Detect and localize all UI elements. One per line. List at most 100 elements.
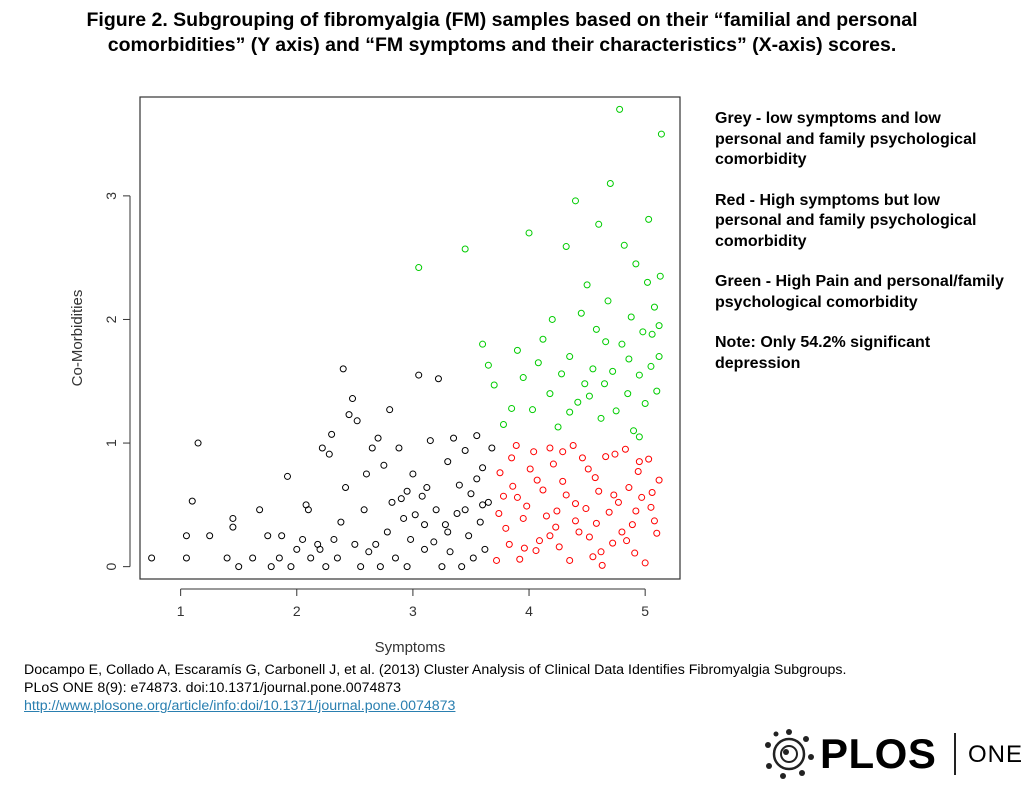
- data-point: [653, 387, 661, 395]
- data-point: [407, 535, 415, 543]
- x-tick-label: 3: [409, 603, 417, 619]
- data-point: [368, 444, 376, 452]
- data-point: [349, 395, 357, 403]
- data-point: [634, 467, 642, 475]
- data-point: [267, 563, 275, 571]
- data-point: [391, 554, 399, 562]
- data-point: [566, 353, 574, 361]
- legend-note: Note: Only 54.2% significant depression: [715, 334, 931, 372]
- data-point: [444, 528, 452, 536]
- data-point: [386, 406, 394, 414]
- data-point: [566, 556, 574, 564]
- citation-line-1: Docampo E, Collado A, Escaramís G, Carbo…: [24, 662, 847, 678]
- data-point: [571, 500, 579, 508]
- data-point: [325, 450, 333, 458]
- data-point: [592, 519, 600, 527]
- data-point: [578, 454, 586, 462]
- data-point: [635, 458, 643, 466]
- data-point: [421, 545, 429, 553]
- legend-green: Green - High Pain and personal/family ps…: [715, 273, 1004, 311]
- x-tick-label: 2: [293, 603, 301, 619]
- data-point: [519, 514, 527, 522]
- data-point: [365, 548, 373, 556]
- data-point: [621, 445, 629, 453]
- data-point: [351, 540, 359, 548]
- data-point: [589, 553, 597, 561]
- data-point: [632, 507, 640, 515]
- logo-divider: [954, 733, 956, 775]
- data-point: [362, 470, 370, 478]
- data-point: [397, 495, 405, 503]
- data-point: [639, 328, 647, 336]
- data-point: [473, 432, 481, 440]
- data-point: [569, 442, 577, 450]
- x-tick-label: 5: [641, 603, 649, 619]
- data-point: [657, 130, 665, 138]
- citation-link[interactable]: http://www.plosone.org/article/info:doi/…: [24, 698, 456, 714]
- data-point: [275, 554, 283, 562]
- data-point: [597, 414, 605, 422]
- data-point: [339, 365, 347, 373]
- data-point: [223, 554, 231, 562]
- x-tick-label: 1: [177, 603, 185, 619]
- data-point: [229, 523, 237, 531]
- data-point: [509, 482, 517, 490]
- y-tick-label: 2: [103, 315, 119, 323]
- data-point: [421, 521, 429, 529]
- data-point: [553, 507, 561, 515]
- data-point: [546, 444, 554, 452]
- data-point: [508, 454, 516, 462]
- data-point: [577, 309, 585, 317]
- data-point: [484, 361, 492, 369]
- data-point: [495, 509, 503, 517]
- data-point: [434, 375, 442, 383]
- data-point: [523, 502, 531, 510]
- data-point: [476, 518, 484, 526]
- data-point: [194, 439, 202, 447]
- data-point: [512, 442, 520, 450]
- data-point: [609, 539, 617, 547]
- data-point: [631, 549, 639, 557]
- data-point: [206, 532, 214, 540]
- data-point: [554, 423, 562, 431]
- data-point: [499, 421, 507, 429]
- data-point: [653, 529, 661, 537]
- x-axis-label: Symptoms: [375, 639, 446, 656]
- data-point: [643, 278, 651, 286]
- data-point: [526, 465, 534, 473]
- plos-logo-icon: [765, 729, 814, 779]
- data-point: [299, 535, 307, 543]
- plot-frame: [139, 96, 681, 580]
- data-point: [555, 543, 563, 551]
- data-point: [374, 434, 382, 442]
- data-point: [479, 340, 487, 348]
- legend-red: Red - High symptoms but low personal and…: [715, 191, 977, 250]
- data-point: [546, 390, 554, 398]
- data-point: [505, 540, 513, 548]
- data-point: [601, 380, 609, 388]
- x-axis: 1 2 3 4 5: [177, 588, 649, 619]
- data-point: [430, 538, 438, 546]
- data-point: [592, 325, 600, 333]
- data-point: [453, 509, 461, 517]
- data-point: [585, 533, 593, 541]
- data-point: [648, 330, 656, 338]
- data-point: [645, 455, 653, 463]
- data-point: [461, 446, 469, 454]
- data-point: [595, 220, 603, 228]
- data-point: [372, 540, 380, 548]
- data-point: [473, 475, 481, 483]
- figure-title-line-2: comorbidities” (Y axis) and “FM symptoms…: [107, 34, 897, 56]
- data-point: [479, 501, 487, 509]
- data-point: [342, 484, 350, 492]
- data-point: [618, 528, 626, 536]
- data-point: [562, 491, 570, 499]
- data-point: [627, 313, 635, 321]
- data-point: [638, 493, 646, 501]
- data-point: [188, 497, 196, 505]
- data-point: [533, 476, 541, 484]
- data-point: [307, 554, 315, 562]
- data-point: [328, 430, 336, 438]
- citation: Docampo E, Collado A, Escaramís G, Carbo…: [24, 661, 1014, 715]
- data-point: [322, 563, 330, 571]
